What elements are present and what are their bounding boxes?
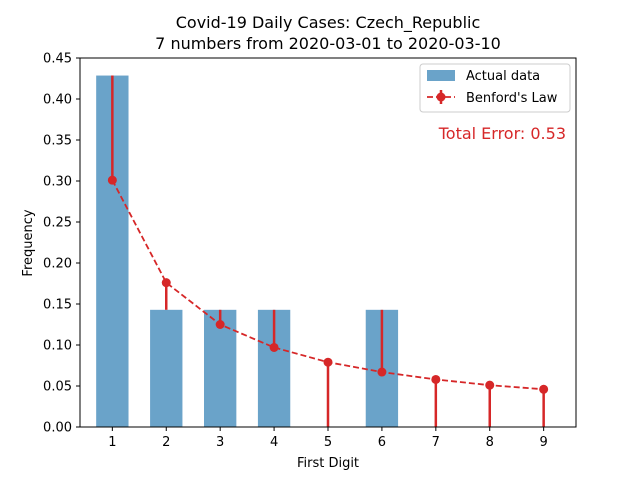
x-tick-label: 2 [162, 435, 170, 450]
benford-point-digit-5 [323, 357, 333, 367]
x-tick-label: 3 [216, 435, 224, 450]
benford-point-digit-2 [161, 278, 171, 288]
legend-label-benford: Benford's Law [466, 91, 558, 106]
y-tick-label: 0.25 [43, 216, 72, 231]
x-tick-label: 8 [486, 435, 494, 450]
x-tick-label: 6 [378, 435, 386, 450]
y-axis-ticks: 0.00 0.05 0.10 0.15 0.20 0.25 0.30 0.35 0.40 0.45 [43, 52, 80, 436]
legend: Actual data Benford's Law [419, 63, 571, 113]
legend-box [419, 63, 571, 113]
bar-digit-3 [204, 309, 237, 427]
x-axis-label: First Digit [297, 456, 359, 471]
y-tick-label: 0.10 [43, 339, 72, 354]
x-tick-label: 9 [540, 435, 548, 450]
x-tick-label: 5 [324, 435, 332, 450]
legend-swatch-actual [427, 70, 455, 81]
legend-label-actual: Actual data [466, 69, 540, 84]
errorbar-series [111, 75, 545, 427]
benford-point-digit-3 [215, 320, 225, 329]
x-axis-ticks: 1 2 3 4 5 6 7 8 9 [108, 427, 548, 450]
bar-digit-2 [150, 309, 183, 427]
x-tick-label: 1 [108, 435, 116, 450]
bar-series [96, 75, 399, 427]
y-tick-label: 0.30 [43, 175, 72, 190]
total-error-annotation: Total Error: 0.53 [438, 124, 566, 143]
benford-point-digit-9 [539, 384, 549, 394]
chart-title-line1: Covid-19 Daily Cases: Czech_Republic [176, 13, 481, 33]
y-tick-label: 0.15 [43, 298, 72, 313]
y-tick-label: 0.40 [43, 93, 72, 108]
y-tick-label: 0.35 [43, 134, 72, 149]
x-tick-label: 7 [432, 435, 440, 450]
benford-point-digit-7 [431, 374, 441, 384]
y-tick-label: 0.00 [43, 421, 72, 436]
chart-title-line2: 7 numbers from 2020-03-01 to 2020-03-10 [155, 34, 501, 53]
benford-point-digit-1 [107, 175, 117, 185]
benford-point-digit-4 [269, 342, 279, 352]
y-tick-label: 0.05 [43, 380, 72, 395]
y-axis-label: Frequency [21, 209, 36, 276]
benford-point-digit-6 [377, 367, 387, 377]
y-tick-label: 0.45 [43, 52, 72, 67]
benford-point-digit-8 [485, 380, 495, 390]
x-tick-label: 4 [270, 435, 278, 450]
legend-swatch-benford-marker [436, 92, 446, 102]
benford-points [107, 175, 549, 394]
y-tick-label: 0.20 [43, 257, 72, 272]
